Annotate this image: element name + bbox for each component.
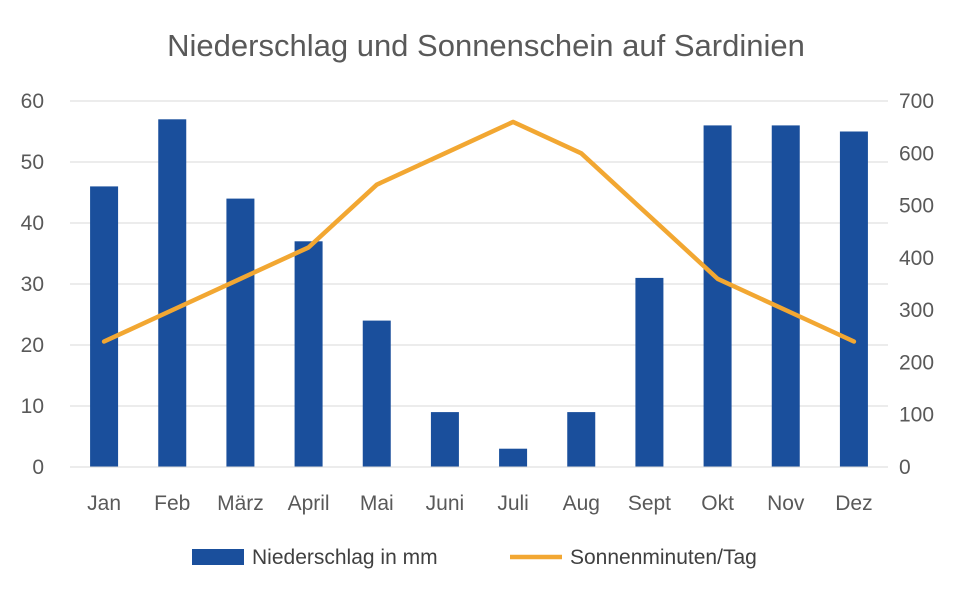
x-tick-label: Juli (497, 492, 529, 515)
bar (499, 448, 528, 467)
legend-swatch-bar (192, 549, 244, 565)
bar (430, 412, 459, 467)
left-tick-label: 0 (32, 456, 44, 479)
bar (158, 119, 187, 468)
left-tick-label: 40 (21, 212, 44, 235)
x-tick-label: Feb (154, 492, 190, 515)
chart-title: Niederschlag und Sonnenschein auf Sardin… (167, 28, 805, 63)
right-tick-label: 500 (899, 195, 934, 218)
bar (839, 131, 868, 467)
x-tick-label: Mai (360, 492, 394, 515)
x-tick-label: April (288, 492, 330, 515)
legend-label-bar: Niederschlag in mm (252, 546, 438, 569)
bar (362, 320, 391, 467)
right-axis: 0 100 200 300 400 500 600 700 (899, 90, 934, 479)
x-tick-label: Dez (835, 492, 872, 515)
legend-label-line: Sonnenminuten/Tag (570, 546, 757, 569)
x-tick-label: Sept (628, 492, 671, 515)
left-tick-label: 20 (21, 334, 44, 357)
x-tick-label: Aug (563, 492, 600, 515)
bar-series (90, 119, 868, 468)
x-tick-label: Jan (87, 492, 121, 515)
left-axis: 0 10 20 30 40 50 60 (21, 90, 44, 479)
sunshine-line (101, 119, 857, 344)
right-tick-label: 0 (899, 456, 911, 479)
x-axis: Jan Feb März April Mai Juni Juli Aug Sept Okt Nov D… (70, 466, 888, 515)
right-tick-label: 100 (899, 404, 934, 427)
bar (703, 125, 732, 468)
left-tick-label: 10 (21, 395, 44, 418)
bar (771, 125, 800, 468)
x-tick-label: Okt (701, 492, 734, 515)
bar (294, 241, 323, 467)
right-tick-label: 400 (899, 247, 934, 270)
bar (90, 186, 119, 467)
x-tick-label: März (217, 492, 264, 515)
left-tick-label: 50 (21, 151, 44, 174)
legend: Niederschlag in mm Sonnenminuten/Tag (192, 546, 757, 569)
bar (567, 412, 596, 467)
gridlines (70, 100, 888, 468)
right-tick-label: 200 (899, 351, 934, 374)
right-tick-label: 300 (899, 299, 934, 322)
right-tick-label: 600 (899, 142, 934, 165)
line-series (101, 119, 857, 344)
right-tick-label: 700 (899, 90, 934, 113)
bar (635, 277, 664, 467)
left-tick-label: 60 (21, 90, 44, 113)
left-tick-label: 30 (21, 273, 44, 296)
x-tick-label: Juni (426, 492, 465, 515)
bar (226, 198, 255, 467)
x-tick-label: Nov (767, 492, 805, 515)
